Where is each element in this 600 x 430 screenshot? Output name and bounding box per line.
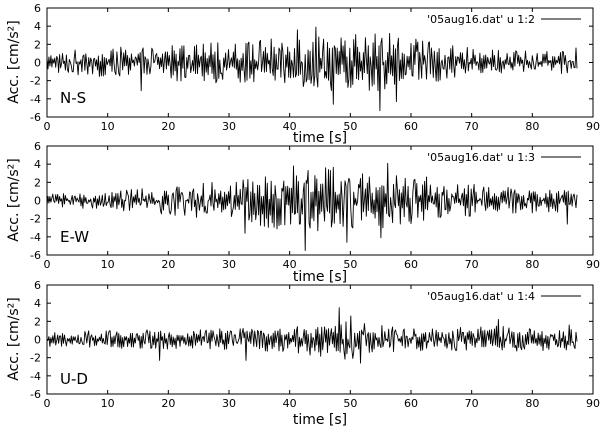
y-tick-label-ew-4: 4 xyxy=(34,158,41,171)
x-tick-label-ud-30: 30 xyxy=(222,397,236,410)
x-tick-label-ns-20: 20 xyxy=(161,120,175,133)
y-tick-label-ew-0: 0 xyxy=(34,195,41,208)
ylabel-ns: Acc. [cm/s²] xyxy=(6,20,22,104)
panel-label-ew: E-W xyxy=(60,228,89,246)
x-tick-label-ud-80: 80 xyxy=(525,397,539,410)
x-tick-label-ud-0: 0 xyxy=(44,397,51,410)
x-tick-label-ns-40: 40 xyxy=(283,120,297,133)
y-tick-label-ew--2: -2 xyxy=(30,213,41,226)
ylabel-ud: Acc. [cm/s²] xyxy=(6,297,22,381)
y-tick-label-ud-0: 0 xyxy=(34,334,41,347)
y-tick-label-ns--4: -4 xyxy=(30,93,41,106)
y-tick-label-ud--2: -2 xyxy=(30,352,41,365)
xlabel-ew: time [s] xyxy=(293,269,347,285)
x-tick-label-ew-90: 90 xyxy=(586,258,600,271)
x-tick-label-ud-60: 60 xyxy=(404,397,418,410)
legend-label-ns: '05aug16.dat' u 1:2 xyxy=(427,13,535,26)
y-tick-label-ud-2: 2 xyxy=(34,315,41,328)
x-tick-label-ud-20: 20 xyxy=(161,397,175,410)
y-tick-label-ew-6: 6 xyxy=(34,140,41,153)
xlabel-ns: time [s] xyxy=(293,130,347,146)
x-tick-label-ns-70: 70 xyxy=(465,120,479,133)
y-tick-label-ud-4: 4 xyxy=(34,297,41,310)
x-tick-label-ew-80: 80 xyxy=(525,258,539,271)
y-tick-label-ns-2: 2 xyxy=(34,38,41,51)
ylabel-ew: Acc. [cm/s²] xyxy=(6,158,22,242)
x-tick-label-ew-70: 70 xyxy=(465,258,479,271)
x-tick-label-ew-40: 40 xyxy=(283,258,297,271)
x-tick-label-ew-30: 30 xyxy=(222,258,236,271)
panel-ud: Acc. [cm/s²] U-D '05aug16.dat' u 1:4 tim… xyxy=(6,279,600,428)
xlabel-ud: time [s] xyxy=(293,412,347,428)
y-tick-label-ns--6: -6 xyxy=(30,111,41,124)
x-tick-label-ns-80: 80 xyxy=(525,120,539,133)
x-tick-label-ew-60: 60 xyxy=(404,258,418,271)
x-tick-label-ud-50: 50 xyxy=(343,397,357,410)
x-tick-label-ew-50: 50 xyxy=(343,258,357,271)
x-tick-label-ns-30: 30 xyxy=(222,120,236,133)
y-tick-label-ud--6: -6 xyxy=(30,388,41,401)
series-line-ns xyxy=(46,26,578,112)
panel-ns: Acc. [cm/s²] N-S '05aug16.dat' u 1:2 tim… xyxy=(6,2,600,146)
legend-label-ud: '05aug16.dat' u 1:4 xyxy=(427,290,535,303)
x-tick-label-ns-50: 50 xyxy=(343,120,357,133)
legend-label-ew: '05aug16.dat' u 1:3 xyxy=(427,151,535,164)
x-tick-label-ew-20: 20 xyxy=(161,258,175,271)
y-tick-label-ns-0: 0 xyxy=(34,57,41,70)
y-tick-label-ns--2: -2 xyxy=(30,75,41,88)
y-tick-label-ew-2: 2 xyxy=(34,176,41,189)
y-tick-label-ud-6: 6 xyxy=(34,279,41,292)
series-line-ud xyxy=(46,307,578,364)
y-tick-label-ew--4: -4 xyxy=(30,231,41,244)
x-tick-label-ns-10: 10 xyxy=(101,120,115,133)
x-tick-label-ud-70: 70 xyxy=(465,397,479,410)
panel-ew: Acc. [cm/s²] E-W '05aug16.dat' u 1:3 tim… xyxy=(6,140,600,285)
series-line-ew xyxy=(46,162,578,251)
panel-label-ud: U-D xyxy=(60,370,88,388)
panel-label-ns: N-S xyxy=(60,89,86,107)
y-tick-label-ud--4: -4 xyxy=(30,370,41,383)
x-tick-label-ns-60: 60 xyxy=(404,120,418,133)
x-tick-label-ns-90: 90 xyxy=(586,120,600,133)
x-tick-label-ns-0: 0 xyxy=(44,120,51,133)
x-tick-label-ew-10: 10 xyxy=(101,258,115,271)
x-tick-label-ew-0: 0 xyxy=(44,258,51,271)
y-tick-label-ew--6: -6 xyxy=(30,249,41,262)
y-tick-label-ns-4: 4 xyxy=(34,20,41,33)
x-tick-label-ud-10: 10 xyxy=(101,397,115,410)
x-tick-label-ud-90: 90 xyxy=(586,397,600,410)
x-tick-label-ud-40: 40 xyxy=(283,397,297,410)
y-tick-label-ns-6: 6 xyxy=(34,2,41,15)
